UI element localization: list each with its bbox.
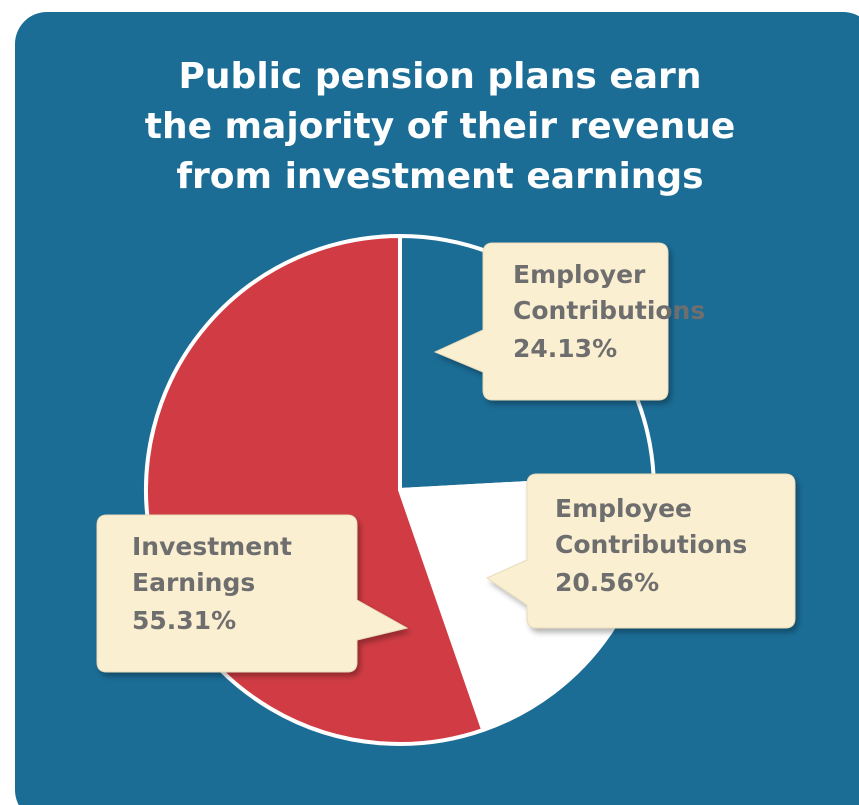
callout-box bbox=[96, 514, 409, 673]
label-line: Contributions bbox=[555, 530, 747, 559]
value-label: 20.56% bbox=[555, 568, 659, 597]
label-line: Employee bbox=[555, 494, 692, 523]
label-line: Investment bbox=[132, 532, 292, 561]
title-line: the majority of their revenue bbox=[145, 106, 736, 147]
title-line: Public pension plans earn bbox=[179, 56, 702, 97]
category-label: Employer Contributions bbox=[513, 260, 705, 325]
label-line: Employer bbox=[513, 260, 646, 289]
chart-title: Public pension plans earn the majority of… bbox=[145, 56, 736, 197]
labels: Employer Contributions 24.13% Employee Contr… bbox=[132, 260, 747, 635]
label-line: Contributions bbox=[513, 296, 705, 325]
title-line: from investment earnings bbox=[176, 156, 703, 197]
label-line: Earnings bbox=[132, 568, 255, 597]
category-label: Employee Contributions bbox=[555, 494, 747, 559]
callout-box bbox=[485, 473, 796, 629]
callouts bbox=[96, 242, 796, 673]
callout-box bbox=[433, 242, 669, 401]
value-label: 55.31% bbox=[132, 606, 236, 635]
category-label: Investment Earnings bbox=[132, 532, 292, 597]
value-label: 24.13% bbox=[513, 334, 617, 363]
